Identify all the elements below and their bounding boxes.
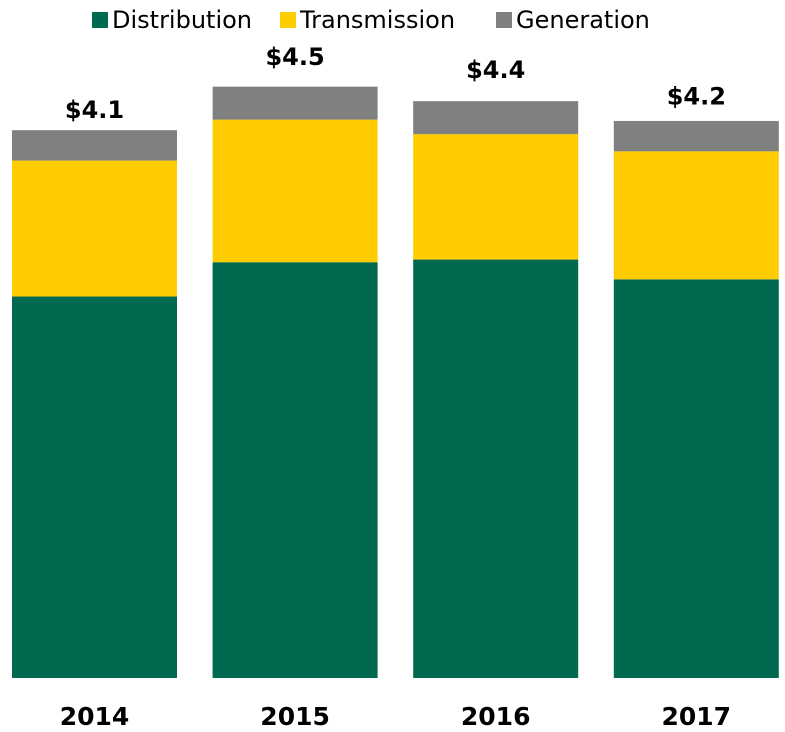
bar-segment [413, 134, 579, 260]
bar-segment [12, 160, 177, 297]
bar-segment [12, 296, 177, 678]
bar-segment [613, 151, 779, 280]
bar-segment [212, 86, 378, 120]
bar-segment [413, 259, 579, 678]
x-tick-label: 2017 [662, 702, 732, 731]
bar-segment [613, 120, 779, 152]
legend-label: Transmission [299, 6, 455, 34]
bar-segment [613, 279, 779, 678]
legend-swatch [280, 12, 296, 28]
bar-segment [12, 130, 177, 161]
total-label: $4.5 [265, 43, 324, 71]
legend-swatch [496, 12, 512, 28]
x-tick-label: 2015 [260, 702, 330, 731]
total-label: $4.2 [667, 83, 726, 111]
x-tick-label: 2016 [461, 702, 531, 731]
total-label: $4.1 [65, 96, 124, 124]
legend-swatch [92, 12, 108, 28]
bar-segment [212, 262, 378, 678]
bar-segment [413, 101, 579, 135]
legend-label: Distribution [112, 6, 252, 34]
total-label: $4.4 [466, 56, 525, 84]
legend-label: Generation [516, 6, 650, 34]
bar-segment [212, 119, 378, 263]
x-tick-label: 2014 [60, 702, 130, 731]
